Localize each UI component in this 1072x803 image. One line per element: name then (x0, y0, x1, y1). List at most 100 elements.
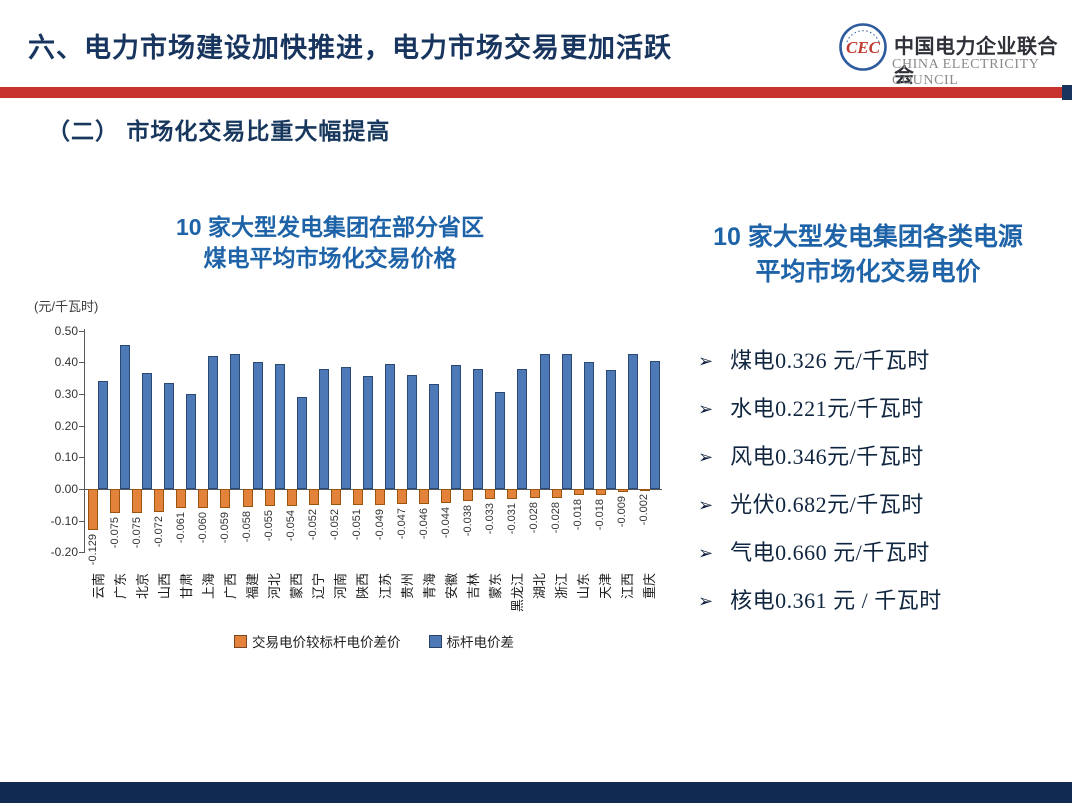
bar-benchmark-price-diff (274, 363, 285, 489)
x-axis-category-label: 山西 (156, 573, 172, 600)
bar-value-label: -0.031 (505, 502, 518, 535)
right-panel-title: 10 家大型发电集团各类电源 平均市场化交易电价 (664, 220, 1072, 290)
bar-trade-price-diff (88, 489, 98, 530)
bar-value-label: -0.061 (174, 512, 187, 544)
y-axis-tick (79, 520, 84, 522)
price-bullet-text: 光伏0.682元/千瓦时 (730, 492, 924, 517)
y-axis-tick (79, 393, 84, 395)
y-axis-tick (79, 457, 84, 459)
bar-trade-price-diff (110, 489, 121, 513)
bar-value-label: -0.052 (329, 509, 342, 541)
x-axis-category-label: 安徽 (443, 573, 459, 600)
bar-value-label: -0.049 (373, 508, 386, 540)
price-bullet-item: ➢ 煤电0.326 元/千瓦时 (698, 346, 942, 376)
x-axis-category-label: 湖北 (532, 573, 548, 600)
org-name-cn: 中国电力企业联合会 (894, 36, 1058, 87)
x-axis-category-label: 重庆 (642, 573, 658, 600)
x-axis-category-label: 河北 (267, 573, 283, 600)
bar-benchmark-price-diff (539, 354, 550, 489)
arrow-bullet-icon: ➢ (698, 591, 714, 611)
x-axis-category-label: 江苏 (377, 573, 393, 600)
cec-monogram: CEC (846, 38, 881, 57)
y-axis-tick (79, 330, 84, 332)
price-bullet-text: 核电0.361 元 / 千瓦时 (730, 588, 942, 613)
bar-value-label: -0.075 (130, 516, 143, 548)
bar-benchmark-price-diff (627, 354, 638, 489)
x-axis-category-label: 陕西 (355, 573, 371, 600)
bar-value-label: -0.055 (263, 510, 276, 542)
price-bullet-list: ➢ 煤电0.326 元/千瓦时 ➢ 水电0.221元/千瓦时 ➢ 风电0.346元/千瓦时… (698, 346, 942, 634)
bar-benchmark-price-diff (120, 344, 131, 489)
x-axis-category-label: 黑龙江 (509, 573, 525, 613)
price-bullet-item: ➢ 水电0.221元/千瓦时 (698, 394, 942, 424)
price-bullet-item: ➢ 核电0.361 元 / 千瓦时 (698, 586, 942, 616)
arrow-bullet-icon: ➢ (698, 447, 714, 467)
bar-benchmark-price-diff (186, 393, 197, 489)
legend-swatch-icon (428, 634, 442, 648)
bar-value-label: -0.075 (108, 516, 121, 548)
cec-logo-icon: CEC (839, 23, 887, 71)
chart-legend: 交易电价较标杆电价差价 标杆电价差 (84, 631, 664, 651)
bar-trade-price-diff (330, 489, 341, 506)
x-axis-category-label: 吉林 (465, 573, 481, 600)
bar-trade-price-diff (397, 489, 408, 504)
bar-trade-price-diff (441, 489, 452, 503)
bar-trade-price-diff (595, 489, 606, 495)
bar-trade-price-diff (264, 489, 275, 507)
x-axis-category-label: 贵州 (399, 573, 415, 600)
x-axis-category-label: 北京 (134, 573, 150, 600)
bar-trade-price-diff (617, 489, 628, 492)
bar-value-label: -0.058 (241, 511, 254, 543)
bar-value-label: -0.028 (550, 501, 563, 534)
bar-value-label: -0.060 (196, 512, 209, 544)
price-bullet-text: 风电0.346元/千瓦时 (730, 444, 924, 469)
price-bullet-text: 气电0.660 元/千瓦时 (730, 540, 930, 565)
arrow-bullet-icon: ➢ (698, 495, 714, 515)
bar-trade-price-diff (419, 489, 430, 504)
bar-trade-price-diff (220, 489, 231, 508)
bar-trade-price-diff (639, 489, 650, 491)
bar-benchmark-price-diff (164, 382, 175, 489)
bar-trade-price-diff (507, 489, 518, 499)
x-axis-category-label: 蒙西 (289, 573, 305, 600)
bar-benchmark-price-diff (473, 368, 484, 489)
price-bullet-text: 煤电0.326 元/千瓦时 (730, 348, 930, 373)
slide-header-title: 六、电力市场建设加快推进，电力市场交易更加活跃 (28, 33, 672, 63)
legend-item: 标杆电价差 (428, 631, 514, 651)
org-name-en: CHINA ELECTRICITY COUNCIL (892, 57, 1039, 88)
y-axis-line (84, 329, 85, 553)
bar-trade-price-diff (176, 489, 187, 509)
bar-benchmark-price-diff (142, 373, 153, 489)
x-axis-category-label: 江西 (620, 573, 636, 600)
bar-benchmark-price-diff (583, 362, 594, 489)
y-axis-tick (79, 362, 84, 364)
price-bullet-item: ➢ 气电0.660 元/千瓦时 (698, 538, 942, 568)
bar-value-label: -0.047 (395, 507, 408, 540)
y-axis-tick-label: 0.30 (54, 386, 78, 401)
bar-value-label: -0.028 (528, 501, 541, 534)
bar-benchmark-price-diff (98, 381, 108, 489)
bar-value-label: -0.009 (616, 495, 629, 528)
y-axis-tick (79, 425, 84, 427)
bar-benchmark-price-diff (296, 397, 307, 489)
legend-label: 交易电价较标杆电价差价 (252, 635, 401, 650)
section-subtitle: （二） 市场化交易比重大幅提高 (47, 118, 391, 144)
x-axis-category-label: 蒙东 (487, 573, 503, 600)
y-axis-tick (79, 489, 84, 490)
bar-benchmark-price-diff (451, 365, 462, 489)
bar-benchmark-price-diff (517, 368, 528, 489)
legend-item: 交易电价较标杆电价差价 (234, 631, 401, 651)
bar-benchmark-price-diff (230, 354, 241, 489)
right-panel-title-line1: 10 家大型发电集团各类电源 (713, 223, 1023, 251)
bar-benchmark-price-diff (362, 376, 373, 489)
y-axis-tick-label: -0.20 (50, 545, 78, 560)
x-axis-category-label: 云南 (90, 573, 106, 600)
price-bullet-item: ➢ 风电0.346元/千瓦时 (698, 442, 942, 472)
y-axis-unit-label: (元/千瓦时) (34, 299, 99, 314)
slide-footer-bar (0, 782, 1072, 803)
bar-trade-price-diff (529, 489, 540, 498)
bar-value-label: -0.018 (572, 498, 585, 530)
x-axis-category-label: 广西 (222, 573, 238, 600)
bar-benchmark-price-diff (429, 384, 440, 489)
